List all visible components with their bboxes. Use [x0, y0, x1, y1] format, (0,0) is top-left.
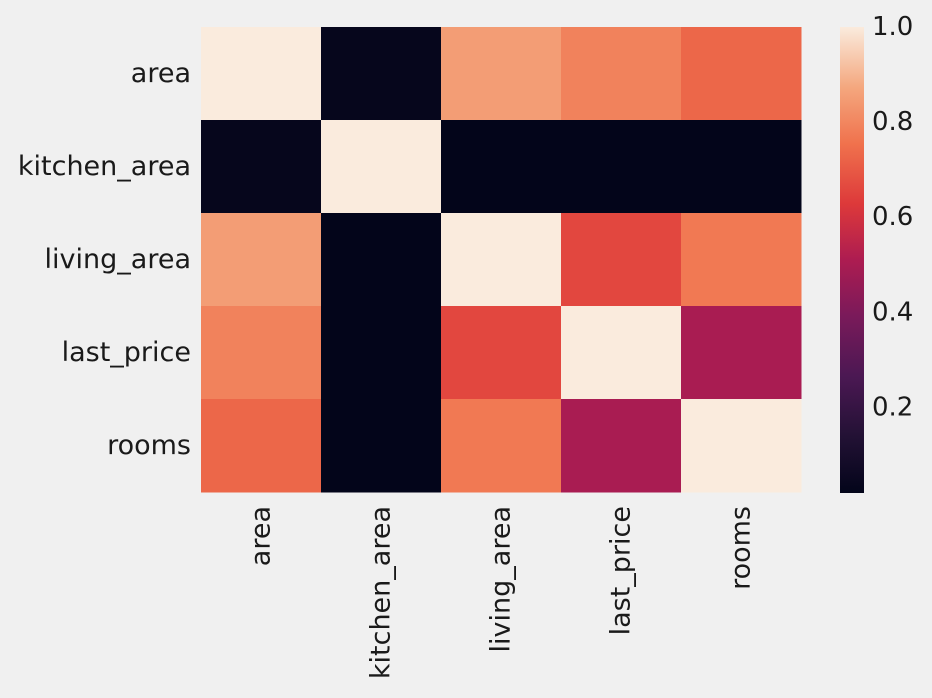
heatmap-cell-kitchen_area-last_price: [561, 120, 682, 214]
colorbar-tick-label: 0.6: [872, 202, 913, 232]
heatmap-cell-living_area-living_area: [441, 213, 562, 307]
heatmap-cell-rooms-kitchen_area: [321, 399, 442, 493]
row-label: rooms: [107, 430, 191, 461]
heatmap-cell-area-last_price: [561, 27, 682, 121]
colorbar-tick-label: 0.2: [872, 392, 913, 422]
heatmap-cell-last_price-area: [201, 306, 322, 400]
row-label: last_price: [62, 337, 191, 368]
heatmap-cell-rooms-last_price: [561, 399, 682, 493]
heatmap-cell-last_price-rooms: [681, 306, 802, 400]
heatmap-cells: [201, 27, 802, 493]
colorbar-tick-label: 0.8: [872, 107, 913, 137]
row-label: area: [131, 58, 191, 89]
colorbar-tick-label: 1.0: [872, 12, 913, 42]
colorbar: 0.2 0.4 0.6 0.8 1.0: [840, 12, 913, 493]
colorbar-tick-label: 0.4: [872, 297, 913, 327]
column-label: rooms: [726, 506, 757, 590]
heatmap-cell-kitchen_area-living_area: [441, 120, 562, 214]
heatmap-cell-last_price-living_area: [441, 306, 562, 400]
column-labels: area kitchen_area living_area last_price roo…: [246, 506, 757, 679]
row-labels: area kitchen_area living_area last_priceroo…: [18, 58, 191, 461]
row-label: living_area: [45, 244, 191, 275]
column-label: living_area: [486, 506, 517, 652]
heatmap-cell-last_price-last_price: [561, 306, 682, 400]
heatmap-cell-kitchen_area-rooms: [681, 120, 802, 214]
heatmap-cell-living_area-kitchen_area: [321, 213, 442, 307]
heatmap-cell-area-living_area: [441, 27, 562, 121]
heatmap-cell-living_area-last_price: [561, 213, 682, 307]
colorbar-gradient: [840, 27, 864, 493]
heatmap-cell-rooms-rooms: [681, 399, 802, 493]
heatmap-cell-rooms-living_area: [441, 399, 562, 493]
heatmap-cell-living_area-rooms: [681, 213, 802, 307]
heatmap-cell-living_area-area: [201, 213, 322, 307]
heatmap-cell-area-kitchen_area: [321, 27, 442, 121]
row-label: kitchen_area: [18, 151, 191, 182]
heatmap-cell-area-rooms: [681, 27, 802, 121]
column-label: last_price: [606, 506, 637, 635]
heatmap-cell-area-area: [201, 27, 322, 121]
heatmap-cell-kitchen_area-area: [201, 120, 322, 214]
heatmap-cell-last_price-kitchen_area: [321, 306, 442, 400]
column-label: area: [246, 506, 277, 566]
heatmap-cell-rooms-area: [201, 399, 322, 493]
heatmap-cell-kitchen_area-kitchen_area: [321, 120, 442, 214]
column-label: kitchen_area: [366, 506, 397, 679]
